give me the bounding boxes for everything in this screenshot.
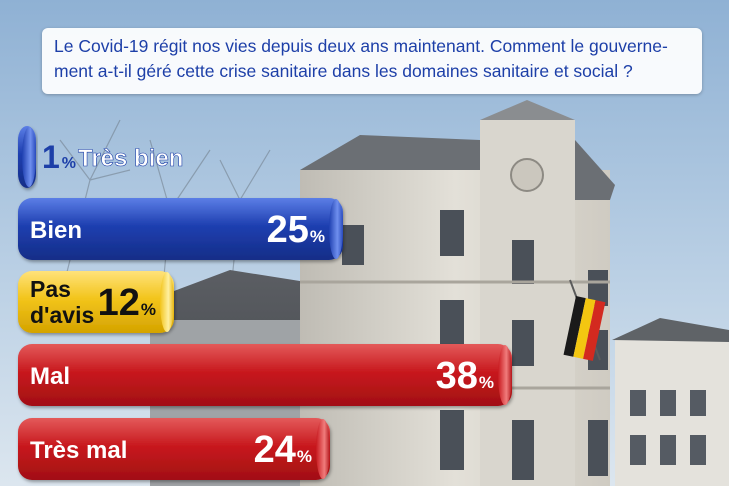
bar-label: Très mal: [30, 437, 127, 464]
bar-group-1: Bien 25%: [18, 198, 343, 260]
bar: [18, 198, 343, 260]
bar-end-cap: [316, 419, 330, 479]
bar-group-0: 1% Très bien: [18, 126, 184, 188]
bar: [18, 271, 174, 333]
bar-group-3: Mal 38%: [18, 344, 512, 406]
bar-value: 24%: [254, 429, 312, 471]
bar-end-cap: [329, 199, 343, 259]
bar-label: Bien: [30, 217, 82, 244]
bar-value: 25%: [267, 209, 325, 251]
bar-group-4: Très mal 24%: [18, 418, 330, 480]
bar-label: Mal: [30, 363, 70, 390]
bar-end-cap: [22, 127, 36, 187]
bar-end-cap: [160, 272, 174, 332]
question-text: Le Covid-19 régit nos vies depuis deux a…: [42, 28, 702, 94]
bar: [18, 418, 330, 480]
bar: [18, 344, 512, 406]
bar-value: 38%: [436, 355, 494, 397]
bar-label: Pas: [30, 276, 71, 302]
bar-value: 12%: [98, 282, 156, 324]
bar-label: Très bien: [78, 145, 183, 172]
bar-value: 1%: [42, 139, 76, 175]
bar-end-cap: [498, 345, 512, 405]
bar-label: d'avis: [30, 302, 94, 328]
